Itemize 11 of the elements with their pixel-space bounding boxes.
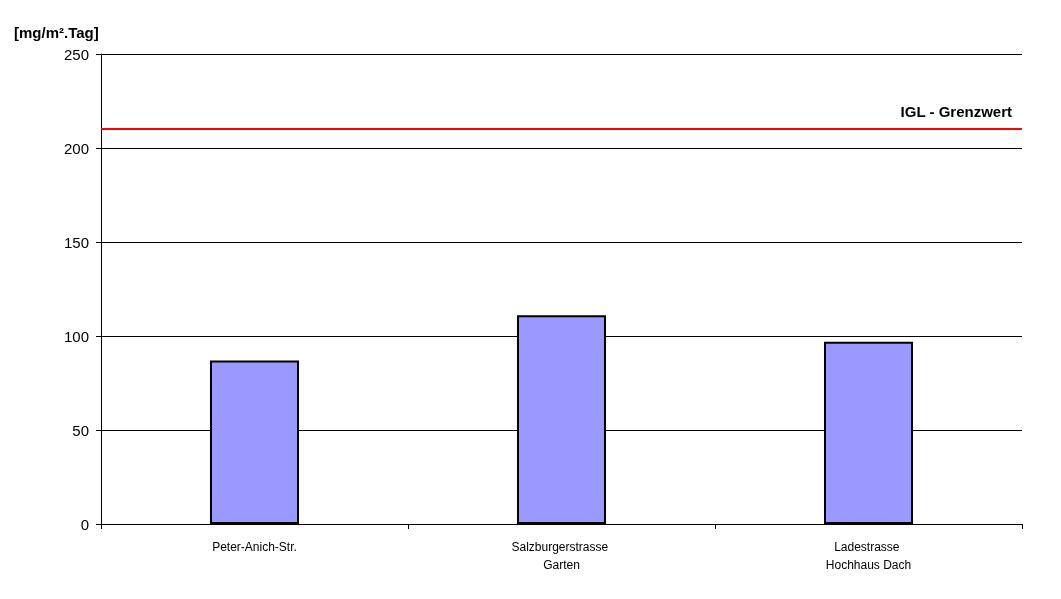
y-axis-title: [mg/m².Tag] [14, 24, 99, 41]
y-tick-label: 100 [63, 327, 89, 345]
ref-line-label: IGL - Grenzwert [900, 103, 1012, 121]
x-tick-label: Peter-Anich-Str. [212, 540, 297, 554]
x-tick-label: Ladestrasse Hochhaus Dach [825, 540, 912, 572]
y-tick-label: 150 [63, 233, 89, 251]
y-tick-label: 50 [72, 421, 89, 439]
y-tick-label: 250 [63, 45, 89, 63]
y-tick-label: 0 [80, 515, 89, 533]
x-tick-label: Salzburgerstrasse Garten [511, 540, 612, 572]
y-tick-label: 200 [63, 139, 89, 157]
